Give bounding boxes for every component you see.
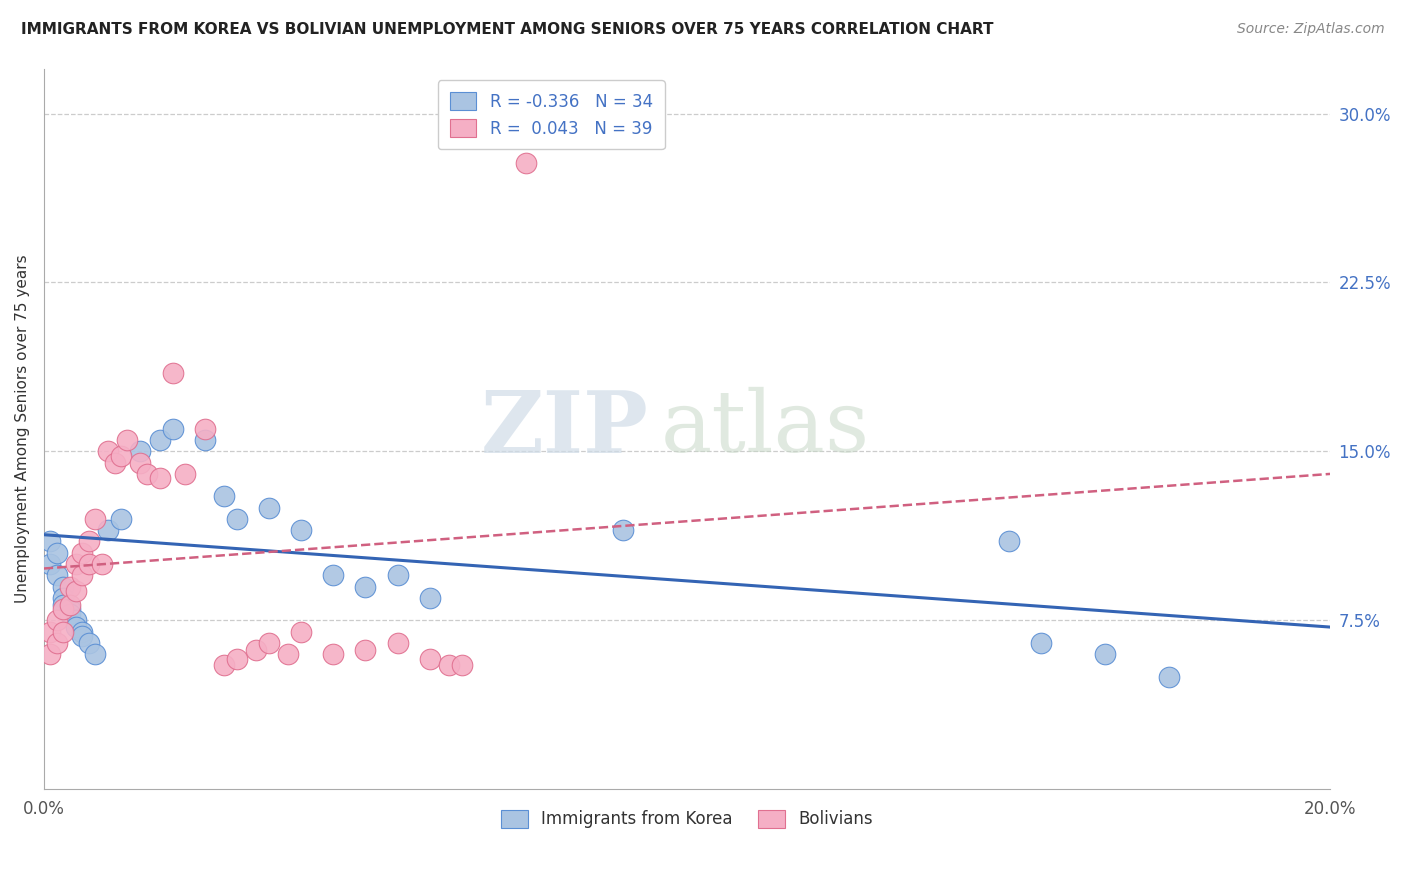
Point	[129, 444, 152, 458]
Point	[117, 433, 139, 447]
Point	[419, 651, 441, 665]
Point	[387, 636, 409, 650]
Point	[97, 444, 120, 458]
Point	[110, 512, 132, 526]
Point	[149, 471, 172, 485]
Point	[52, 602, 75, 616]
Text: IMMIGRANTS FROM KOREA VS BOLIVIAN UNEMPLOYMENT AMONG SENIORS OVER 75 YEARS CORRE: IMMIGRANTS FROM KOREA VS BOLIVIAN UNEMPL…	[21, 22, 994, 37]
Point	[354, 642, 377, 657]
Point	[72, 624, 94, 639]
Point	[515, 156, 537, 170]
Point	[225, 651, 247, 665]
Point	[104, 456, 127, 470]
Point	[72, 546, 94, 560]
Text: atlas: atlas	[661, 387, 870, 470]
Point	[212, 490, 235, 504]
Point	[387, 568, 409, 582]
Point	[72, 568, 94, 582]
Point	[290, 624, 312, 639]
Point	[194, 433, 217, 447]
Point	[59, 607, 82, 621]
Point	[65, 557, 87, 571]
Point	[39, 557, 62, 571]
Point	[245, 642, 267, 657]
Point	[77, 534, 100, 549]
Point	[65, 620, 87, 634]
Point	[194, 422, 217, 436]
Point	[59, 580, 82, 594]
Text: Source: ZipAtlas.com: Source: ZipAtlas.com	[1237, 22, 1385, 37]
Point	[162, 422, 184, 436]
Point	[84, 647, 107, 661]
Point	[45, 613, 67, 627]
Y-axis label: Unemployment Among Seniors over 75 years: Unemployment Among Seniors over 75 years	[15, 254, 30, 603]
Point	[52, 598, 75, 612]
Point	[149, 433, 172, 447]
Point	[77, 636, 100, 650]
Point	[277, 647, 299, 661]
Point	[72, 629, 94, 643]
Point	[52, 624, 75, 639]
Point	[129, 456, 152, 470]
Point	[174, 467, 197, 481]
Text: ZIP: ZIP	[481, 387, 648, 471]
Point	[1029, 636, 1052, 650]
Point	[97, 523, 120, 537]
Point	[65, 613, 87, 627]
Point	[52, 591, 75, 605]
Point	[59, 602, 82, 616]
Point	[290, 523, 312, 537]
Point	[1094, 647, 1116, 661]
Point	[135, 467, 157, 481]
Point	[437, 658, 460, 673]
Point	[52, 580, 75, 594]
Point	[322, 647, 344, 661]
Point	[451, 658, 474, 673]
Point	[90, 557, 112, 571]
Point	[45, 546, 67, 560]
Point	[45, 568, 67, 582]
Point	[1159, 670, 1181, 684]
Point	[225, 512, 247, 526]
Point	[110, 449, 132, 463]
Point	[77, 557, 100, 571]
Point	[354, 580, 377, 594]
Point	[419, 591, 441, 605]
Point	[84, 512, 107, 526]
Point	[612, 523, 634, 537]
Point	[39, 534, 62, 549]
Point	[257, 500, 280, 515]
Point	[45, 636, 67, 650]
Point	[162, 366, 184, 380]
Point	[65, 584, 87, 599]
Point	[39, 624, 62, 639]
Point	[322, 568, 344, 582]
Point	[997, 534, 1019, 549]
Legend: Immigrants from Korea, Bolivians: Immigrants from Korea, Bolivians	[495, 803, 879, 835]
Point	[59, 598, 82, 612]
Point	[212, 658, 235, 673]
Point	[257, 636, 280, 650]
Point	[39, 647, 62, 661]
